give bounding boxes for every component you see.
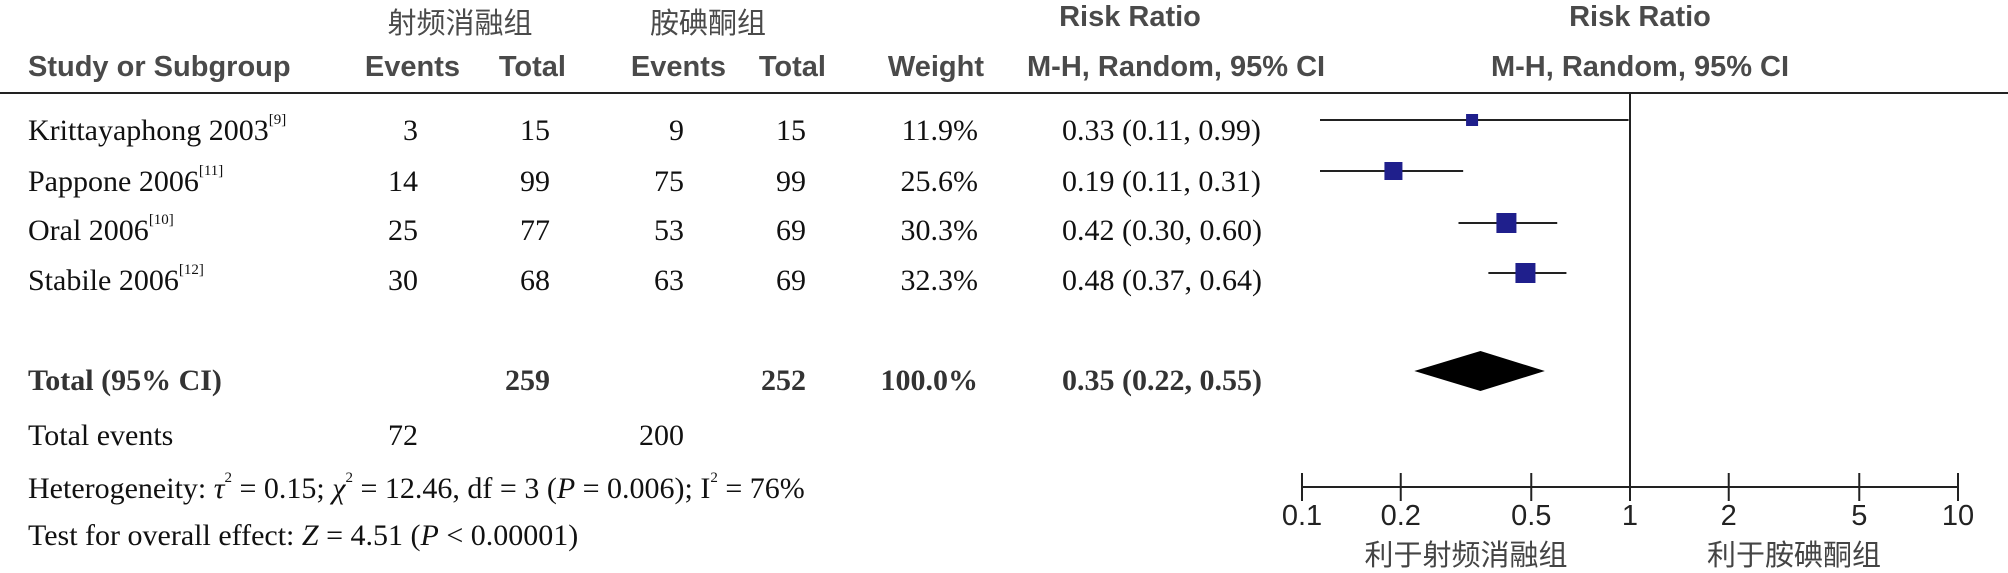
risk-ratio-header: Risk Ratio bbox=[1059, 1, 1201, 33]
study-name: Stabile 2006[12] bbox=[28, 262, 204, 298]
pooled-diamond bbox=[1414, 351, 1545, 391]
study-ci: 0.42 (0.30, 0.60) bbox=[1062, 214, 1262, 247]
group2-header: 胺碘酮组 bbox=[649, 6, 766, 40]
total-ci: 0.35 (0.22, 0.55) bbox=[1062, 364, 1262, 397]
study-ci: 0.33 (0.11, 0.99) bbox=[1062, 114, 1261, 147]
study-name: Krittayaphong 2003[9] bbox=[28, 112, 287, 148]
x-tick-label: 0.5 bbox=[1511, 500, 1551, 532]
total2-header: Total bbox=[758, 51, 826, 83]
total-events-e2: 200 bbox=[639, 419, 684, 452]
weight-header: Weight bbox=[887, 51, 984, 83]
study-events2: 75 bbox=[654, 165, 684, 198]
study-total1: 15 bbox=[520, 114, 550, 147]
study-events2: 53 bbox=[654, 214, 684, 247]
total1-header: Total bbox=[498, 51, 566, 83]
overall-effect-text: Test for overall effect: Z = 4.51 (P < 0… bbox=[28, 519, 579, 552]
study-column-header: Study or Subgroup bbox=[28, 51, 291, 83]
study-total2: 99 bbox=[776, 165, 806, 198]
study-total1: 77 bbox=[520, 214, 550, 247]
study-events1: 25 bbox=[388, 214, 418, 247]
heterogeneity-text: Heterogeneity: τ2 = 0.15; χ2 = 12.46, df… bbox=[28, 470, 805, 505]
study-square bbox=[1466, 114, 1479, 126]
x-tick-label: 2 bbox=[1721, 500, 1737, 532]
study-weight: 25.6% bbox=[900, 165, 979, 198]
study-reference: [9] bbox=[268, 112, 287, 128]
x-tick-label: 0.1 bbox=[1282, 500, 1322, 532]
x-tick-label: 10 bbox=[1942, 500, 1974, 532]
study-name-text: Stabile 2006 bbox=[28, 264, 179, 297]
study-weight: 32.3% bbox=[900, 264, 979, 297]
study-name-text: Krittayaphong 2003 bbox=[28, 114, 269, 147]
study-reference: [10] bbox=[148, 212, 174, 228]
study-events1: 30 bbox=[388, 264, 418, 297]
x-tick-label: 1 bbox=[1622, 500, 1638, 532]
total-t2: 252 bbox=[761, 364, 806, 397]
study-total2: 69 bbox=[776, 214, 806, 247]
group1-header: 射频消融组 bbox=[387, 6, 533, 40]
total-events-e1: 72 bbox=[388, 419, 418, 452]
total-t1: 259 bbox=[505, 364, 550, 397]
study-ci: 0.19 (0.11, 0.31) bbox=[1062, 165, 1261, 198]
study-square bbox=[1384, 162, 1403, 180]
favours-left-label: 利于射频消融组 bbox=[1364, 538, 1567, 572]
total-label: Total (95% CI) bbox=[28, 364, 222, 397]
x-tick-label: 0.2 bbox=[1381, 500, 1421, 532]
study-events2: 63 bbox=[654, 264, 684, 297]
risk-ratio-plot-header: Risk Ratio bbox=[1569, 1, 1711, 33]
study-events1: 14 bbox=[388, 165, 418, 198]
events1-header: Events bbox=[364, 51, 460, 83]
study-weight: 30.3% bbox=[900, 214, 979, 247]
study-ci: 0.48 (0.37, 0.64) bbox=[1062, 264, 1262, 297]
header-rule bbox=[0, 92, 2008, 94]
total-weight: 100.0% bbox=[880, 364, 979, 397]
study-reference: [11] bbox=[198, 163, 224, 179]
events2-header: Events bbox=[630, 51, 726, 83]
study-square bbox=[1496, 213, 1517, 233]
study-name: Pappone 2006[11] bbox=[28, 163, 224, 199]
favours-right-label: 利于胺碘酮组 bbox=[1707, 538, 1881, 572]
study-total1: 68 bbox=[520, 264, 550, 297]
study-total1: 99 bbox=[520, 165, 550, 198]
total-events-label: Total events bbox=[28, 419, 174, 452]
study-name-text: Oral 2006 bbox=[28, 214, 149, 247]
study-events1: 3 bbox=[403, 114, 418, 147]
study-total2: 69 bbox=[776, 264, 806, 297]
study-square bbox=[1515, 263, 1536, 283]
study-weight: 11.9% bbox=[901, 114, 978, 147]
study-name-text: Pappone 2006 bbox=[28, 165, 199, 198]
method-header: M-H, Random, 95% CI bbox=[1027, 51, 1326, 83]
x-tick-label: 5 bbox=[1851, 500, 1867, 532]
study-total2: 15 bbox=[776, 114, 806, 147]
study-events2: 9 bbox=[669, 114, 684, 147]
study-reference: [12] bbox=[178, 262, 204, 278]
method-plot-header: M-H, Random, 95% CI bbox=[1490, 51, 1790, 83]
study-name: Oral 2006[10] bbox=[28, 212, 174, 248]
